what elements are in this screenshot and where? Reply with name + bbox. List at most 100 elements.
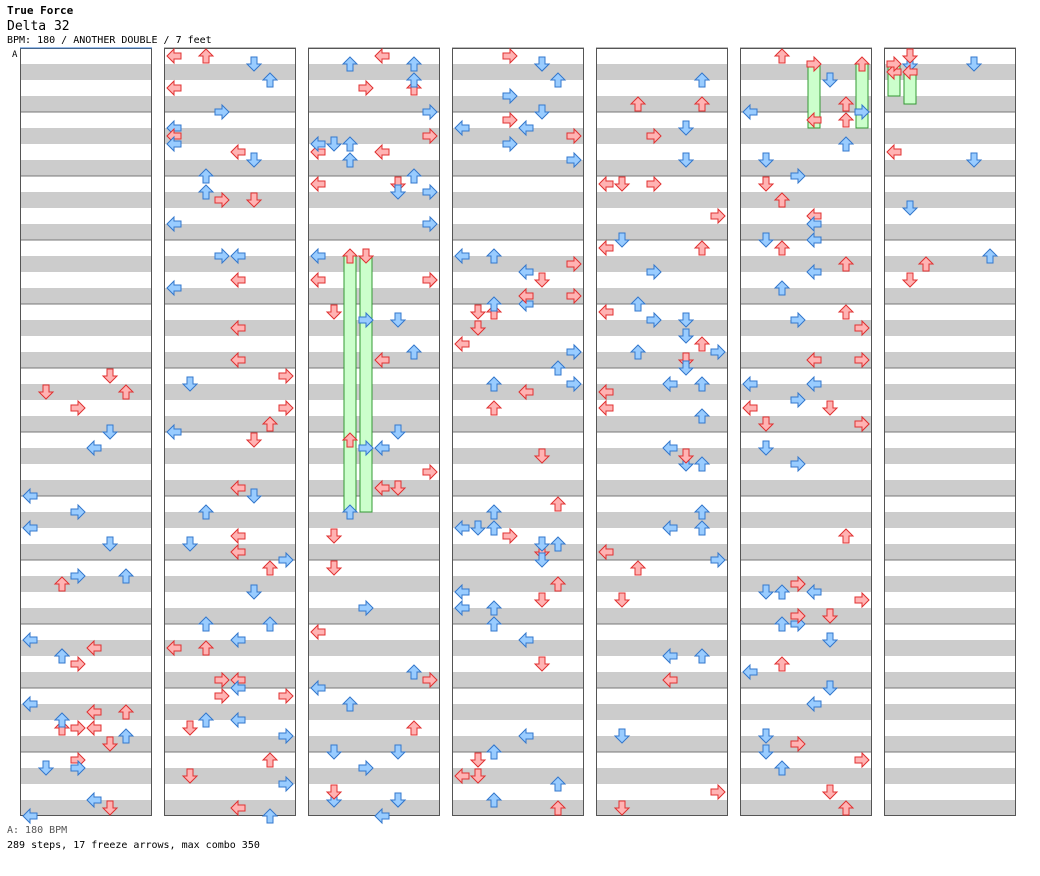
- chart-name: Delta 32: [7, 19, 70, 34]
- step-arrow: [310, 135, 326, 153]
- beat-band: [740, 320, 872, 336]
- step-arrow: [245, 192, 263, 208]
- beat-band: [164, 672, 296, 688]
- step-arrow: [773, 192, 791, 208]
- step-arrow: [790, 735, 806, 753]
- step-arrow: [245, 152, 263, 168]
- beat-band: [596, 576, 728, 592]
- step-arrow: [166, 423, 182, 441]
- step-arrow: [533, 448, 551, 464]
- step-arrow: [261, 752, 279, 768]
- step-arrow: [325, 784, 343, 800]
- step-arrow: [821, 72, 839, 88]
- step-arrow: [854, 591, 870, 609]
- step-arrow: [358, 599, 374, 617]
- step-arrow: [773, 656, 791, 672]
- step-arrow: [230, 543, 246, 561]
- step-arrow: [230, 631, 246, 649]
- step-arrow: [693, 456, 711, 472]
- beat-band: [884, 160, 1016, 176]
- beat-band: [884, 352, 1016, 368]
- step-arrow: [693, 376, 711, 392]
- step-arrow: [310, 679, 326, 697]
- beat-band: [740, 160, 872, 176]
- step-arrow: [70, 567, 86, 585]
- step-arrow: [374, 479, 390, 497]
- song-title: True Force: [7, 4, 74, 17]
- step-arrow: [166, 79, 182, 97]
- beat-band: [884, 64, 1016, 80]
- step-arrow: [197, 168, 215, 184]
- step-arrow: [405, 664, 423, 680]
- beat-band: [596, 704, 728, 720]
- step-arrow: [70, 759, 86, 777]
- column-border: [308, 48, 440, 816]
- beat-band: [740, 128, 872, 144]
- step-arrow: [197, 712, 215, 728]
- step-arrow: [853, 56, 871, 72]
- step-arrow: [837, 112, 855, 128]
- step-arrow: [854, 319, 870, 337]
- beat-band: [884, 512, 1016, 528]
- beat-band: [452, 160, 584, 176]
- step-arrow: [629, 96, 647, 112]
- beat-band: [452, 256, 584, 272]
- step-arrow: [662, 519, 678, 537]
- beat-band: [20, 256, 152, 272]
- step-arrow: [613, 176, 631, 192]
- beat-band: [308, 352, 440, 368]
- beat-band: [20, 64, 152, 80]
- step-arrow: [806, 583, 822, 601]
- beat-band: [308, 768, 440, 784]
- beat-band: [740, 608, 872, 624]
- step-arrow: [181, 720, 199, 736]
- step-arrow: [86, 791, 102, 809]
- step-arrow: [261, 560, 279, 576]
- step-arrow: [197, 504, 215, 520]
- step-arrow: [677, 448, 695, 464]
- step-arrow: [837, 136, 855, 152]
- step-arrow: [485, 400, 503, 416]
- step-arrow: [166, 639, 182, 657]
- step-arrow: [53, 712, 71, 728]
- step-arrow: [197, 48, 215, 64]
- beat-band: [20, 512, 152, 528]
- beat-band: [452, 512, 584, 528]
- step-arrow: [566, 127, 582, 145]
- step-arrow: [629, 296, 647, 312]
- beat-band: [308, 672, 440, 688]
- step-arrow: [806, 111, 822, 129]
- step-arrow: [230, 479, 246, 497]
- beat-band: [164, 512, 296, 528]
- step-arrow: [245, 56, 263, 72]
- beat-band: [740, 672, 872, 688]
- step-arrow: [454, 119, 470, 137]
- step-arrow: [325, 560, 343, 576]
- note-layer: [22, 47, 999, 825]
- step-arrow: [757, 176, 775, 192]
- step-arrow: [230, 247, 246, 265]
- beat-band: [884, 256, 1016, 272]
- step-arrow: [230, 527, 246, 545]
- step-arrow: [518, 383, 534, 401]
- step-arrow: [790, 167, 806, 185]
- step-arrow: [742, 399, 758, 417]
- beat-band: [20, 544, 152, 560]
- beat-band: [20, 160, 152, 176]
- step-arrow: [502, 87, 518, 105]
- beat-band: [164, 256, 296, 272]
- step-arrow: [773, 280, 791, 296]
- beat-band: [452, 288, 584, 304]
- step-arrow: [790, 391, 806, 409]
- step-arrow: [405, 720, 423, 736]
- step-arrow: [806, 55, 822, 73]
- beat-band: [308, 576, 440, 592]
- beat-band: [164, 224, 296, 240]
- step-arrow: [790, 607, 806, 625]
- beat-band: [740, 416, 872, 432]
- step-arrow: [662, 375, 678, 393]
- beat-band: [20, 288, 152, 304]
- step-arrow: [230, 319, 246, 337]
- step-arrow: [70, 503, 86, 521]
